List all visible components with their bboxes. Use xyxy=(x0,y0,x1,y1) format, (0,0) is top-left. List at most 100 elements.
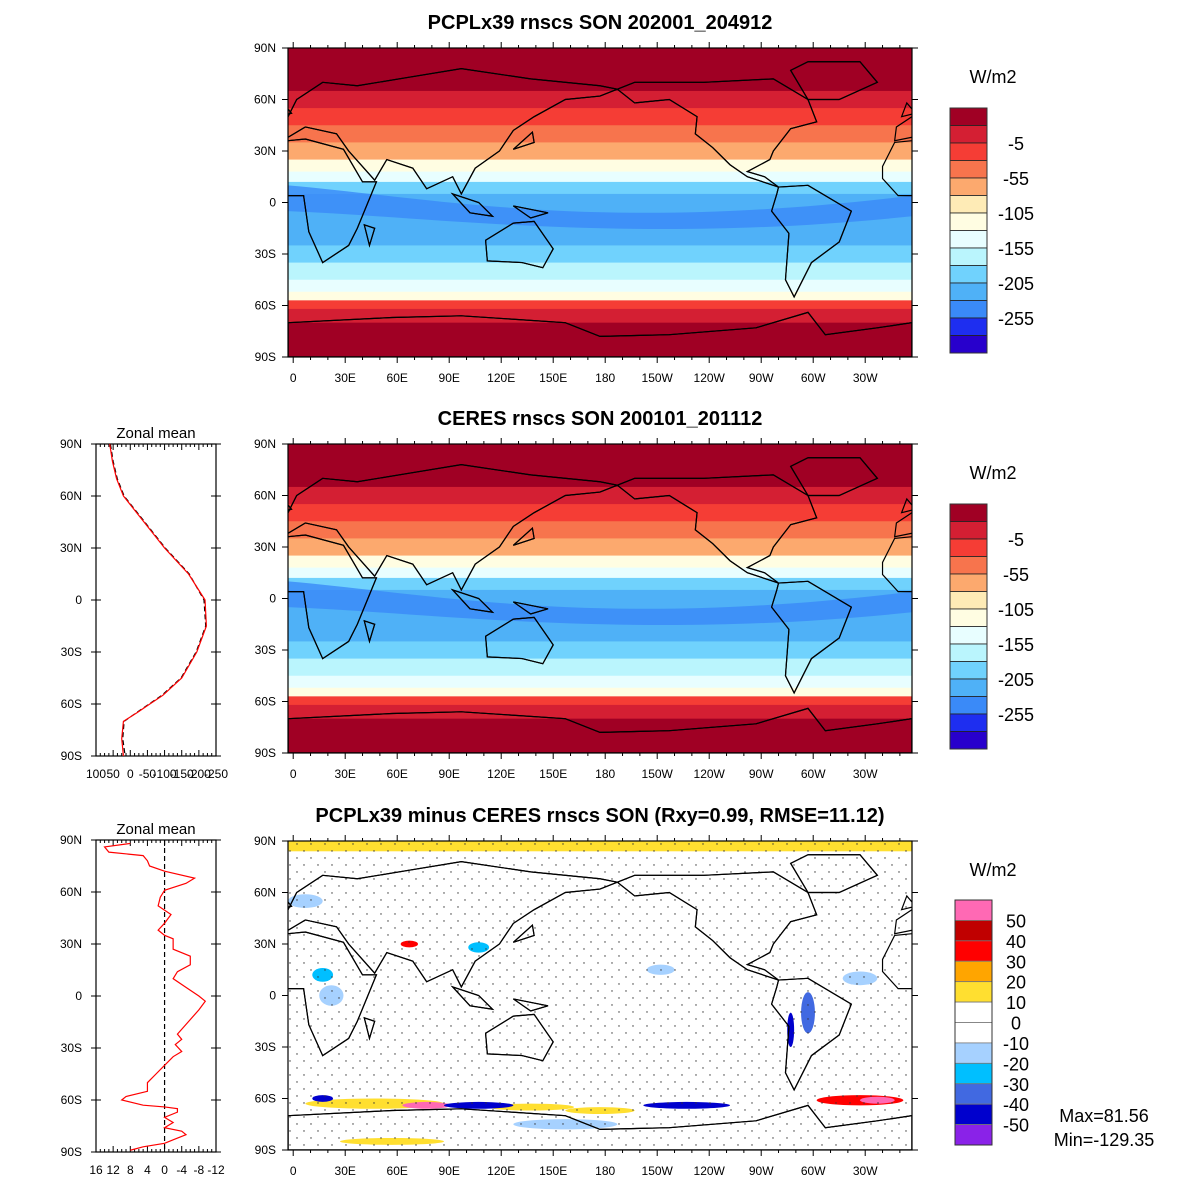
lat-tick-label: 90N xyxy=(60,437,82,451)
lat-tick-label: 90S xyxy=(61,1145,82,1159)
colorbar-box xyxy=(949,696,988,715)
colorbar-box xyxy=(954,1062,993,1085)
contour-band xyxy=(288,245,912,264)
lon-tick-label: 120E xyxy=(487,1164,515,1178)
coastline xyxy=(288,311,912,357)
colorbar: W/m2 -5 -55 -105 -155 -205 -255 xyxy=(949,463,1034,750)
lon-tick-label: 90W xyxy=(749,767,774,781)
coastline xyxy=(363,1016,376,1041)
coastline xyxy=(789,61,879,101)
map-panel-1: 90N 60N 30N 0 30S 60S 90S 0 30E 60E 90E 120E 150E 180… xyxy=(0,12,1178,385)
coastline xyxy=(484,1013,554,1062)
colorbar-box xyxy=(949,125,988,144)
coastline xyxy=(512,526,535,546)
lat-tick-label: 30S xyxy=(61,645,82,659)
contour-band xyxy=(288,308,912,324)
colorbar-box xyxy=(954,920,993,942)
panel-title: PCPLx39 rnscs SON 202001_204912 xyxy=(428,12,773,34)
colorbar-label: 30 xyxy=(1006,952,1026,972)
lat-tick-label: 0 xyxy=(269,592,276,606)
lat-tick-label: 60N xyxy=(60,885,82,899)
lon-tick-label: 120W xyxy=(694,371,726,385)
colorbar-box xyxy=(949,713,988,732)
colorbar-frame xyxy=(949,107,988,354)
lat-tick-label: 90S xyxy=(255,1143,276,1157)
lat-tick-label: 30N xyxy=(254,144,276,158)
colorbar-label: -30 xyxy=(1003,1075,1029,1095)
lon-tick-label: 90W xyxy=(749,1164,774,1178)
contour-band xyxy=(288,521,912,539)
colorbar-frame xyxy=(954,899,993,1146)
panel-title: CERES rnscs SON 200101_201112 xyxy=(438,408,763,430)
colorbar-box xyxy=(949,538,988,557)
contour-band xyxy=(288,538,912,557)
lon-tick-label: 0 xyxy=(290,1164,297,1178)
colorbar-box xyxy=(949,265,988,284)
colorbar-box xyxy=(949,107,988,126)
contour-band xyxy=(288,704,912,720)
contour-band xyxy=(288,504,912,522)
x-tick-label: -12 xyxy=(207,1163,225,1177)
lon-tick-label: 30E xyxy=(335,767,356,781)
x-tick-label: -200 xyxy=(187,767,211,781)
colorbar-box xyxy=(949,335,988,354)
coastline xyxy=(616,474,818,584)
lat-tick-label: 90N xyxy=(60,833,82,847)
contour-band xyxy=(288,90,912,109)
coastline xyxy=(1110,221,1178,267)
coastline xyxy=(512,998,549,1012)
map-panel-3: 90N 60N 30N 0 30S 60S 90S 0 30E 60E 90E 120E 150E 180… xyxy=(254,805,1178,1178)
lon-tick-label: 120W xyxy=(694,767,726,781)
coastline xyxy=(900,894,912,911)
coastline xyxy=(789,854,879,894)
colorbar-label: -205 xyxy=(998,670,1034,690)
colorbar-label: -105 xyxy=(998,600,1034,620)
colorbar-label: 50 xyxy=(1006,911,1026,931)
lon-tick-label: 120E xyxy=(487,371,515,385)
colorbar-box xyxy=(949,503,988,522)
lon-tick-label: 60E xyxy=(387,767,408,781)
coastline xyxy=(1110,1014,1178,1060)
contour-band xyxy=(288,567,912,579)
coastline xyxy=(363,223,376,248)
coastline xyxy=(512,923,535,943)
coastline xyxy=(288,931,378,1057)
coastline xyxy=(770,977,853,1092)
colorbar-label: -105 xyxy=(998,204,1034,224)
coastline xyxy=(0,79,193,187)
coastline xyxy=(616,871,818,981)
lon-tick-label: 0 xyxy=(290,371,297,385)
lat-tick-label: 90S xyxy=(61,749,82,763)
lon-tick-label: 30W xyxy=(853,1164,878,1178)
contour-band xyxy=(288,486,912,505)
colorbar-box xyxy=(954,1124,993,1146)
contour-band xyxy=(288,641,912,660)
units-label: W/m2 xyxy=(970,463,1017,483)
zonal-frame xyxy=(95,443,217,757)
coastline xyxy=(288,534,378,660)
coastline xyxy=(288,67,620,196)
contour-band xyxy=(288,48,912,92)
lat-tick-label: 60S xyxy=(61,1093,82,1107)
colorbar-box xyxy=(949,160,988,179)
coastline xyxy=(484,616,554,665)
lat-tick-label: 60S xyxy=(255,299,276,313)
coastline xyxy=(288,1104,912,1150)
colorbar-label: -5 xyxy=(1008,134,1024,154)
contour-band xyxy=(288,185,912,230)
coastline xyxy=(789,457,879,497)
units-label: W/m2 xyxy=(970,67,1017,87)
coastline xyxy=(450,588,495,614)
coastline xyxy=(148,185,228,297)
lon-tick-label: 90W xyxy=(749,371,774,385)
colorbar-box xyxy=(954,1042,993,1064)
colorbar-box xyxy=(954,1001,993,1023)
coastline xyxy=(1077,590,1117,612)
x-tick-label: 0 xyxy=(161,1163,168,1177)
units-label: W/m2 xyxy=(970,860,1017,880)
coastline xyxy=(900,497,912,514)
coastline xyxy=(616,78,818,188)
colorbar-label: 20 xyxy=(1006,973,1026,993)
